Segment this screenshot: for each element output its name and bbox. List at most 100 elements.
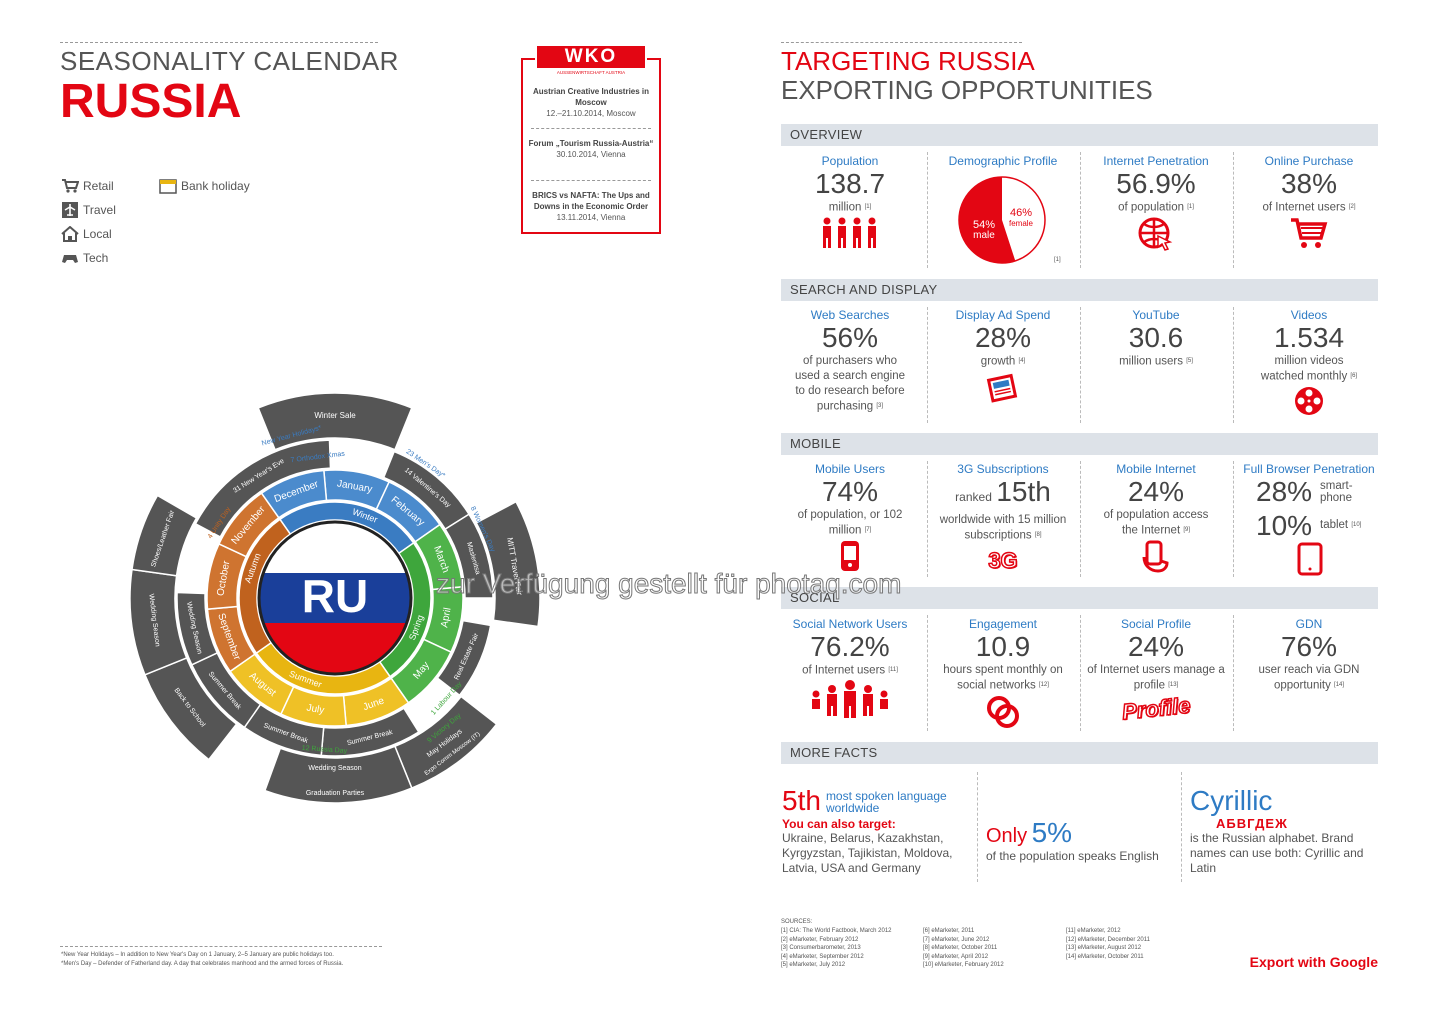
- stat-value: 24%: [1127, 631, 1185, 662]
- stat-web-searches: Web Searches 56% of purchasers who used …: [775, 308, 925, 415]
- stat-sub: worldwide with 15 million subscriptions: [939, 514, 1067, 542]
- legend-item-local: Local: [61, 222, 116, 246]
- stat-ref: [7]: [864, 527, 872, 533]
- profile-icon: Profile: [1120, 691, 1192, 725]
- wko-event-title: Austrian Creative Industries in Moscow: [532, 87, 650, 107]
- fact-target-countries: Ukraine, Belarus, Kazakhstan, Kyrgyzstan…: [782, 831, 953, 875]
- wko-event-date: 30.10.2014, Vienna: [556, 150, 626, 159]
- wko-logo-sub: AUSSENWIRTSCHAFT AUSTRIA: [556, 70, 626, 75]
- stat-label: Engagement: [968, 617, 1038, 631]
- footnote: *Men's Day – Defender of Fatherland day.…: [61, 961, 344, 967]
- section-more-facts: MORE FACTS: [781, 742, 1378, 764]
- legend-label: Retail: [83, 179, 114, 193]
- right-title-line2: EXPORTING OPPORTUNITIES: [781, 75, 1153, 105]
- stat-sub: of Internet users manage a profile: [1087, 664, 1225, 692]
- stat-sub: million: [828, 201, 862, 214]
- section-mobile: MOBILE: [781, 433, 1378, 455]
- source-item: [3] Consumerbarometer, 2013: [781, 945, 861, 951]
- stat-social-profile: Social Profile 24% of Internet users man…: [1081, 617, 1231, 725]
- event-label-russia-day: 12 Russia Day: [301, 745, 347, 755]
- stat-value: 74%: [821, 476, 879, 507]
- tablet-icon: [1297, 542, 1323, 576]
- fact-cyrillic: Cyrillic АБВГДЕЖ is the Russian alphabet…: [1190, 786, 1380, 876]
- stat-value: 15th: [996, 476, 1051, 507]
- source-item: [1] CIA: The World Factbook, March 2012: [781, 928, 892, 934]
- stat-label: Full Browser Penetration: [1243, 462, 1375, 476]
- wko-divider: [531, 128, 651, 129]
- stat-sub: user reach via GDN opportunity: [1258, 664, 1360, 692]
- divider: [1233, 152, 1234, 268]
- section-social: SOCIAL: [781, 587, 1378, 609]
- divider: [1080, 461, 1081, 577]
- stat-value: 10.9: [975, 631, 1031, 662]
- mobile-phone-icon: [841, 540, 859, 571]
- divider: [1181, 772, 1182, 882]
- wko-logo: WKO: [537, 46, 645, 68]
- footnote-rule: [60, 946, 382, 947]
- stat-sub: of Internet users: [802, 664, 886, 677]
- stat-value: 1.534: [1273, 322, 1345, 353]
- stat-sub: of population access the Internet: [1103, 509, 1209, 537]
- legend-label: Travel: [83, 203, 116, 217]
- stat-sub: of population: [1118, 201, 1184, 214]
- stat-label: GDN: [1295, 617, 1323, 631]
- stat-youtube: YouTube 30.6 million users [5]: [1081, 308, 1231, 370]
- export-with-google-link[interactable]: Export with Google: [1249, 954, 1378, 970]
- section-search-display: SEARCH AND DISPLAY: [781, 279, 1378, 301]
- event-label-winter-sale: Winter Sale: [314, 411, 356, 420]
- wko-event-2: Forum „Tourism Russia-Austria“ 30.10.201…: [527, 138, 655, 160]
- film-reel-icon: [1295, 386, 1323, 415]
- gamepad-icon: [62, 255, 78, 263]
- stat-label: Videos: [1290, 308, 1328, 322]
- left-title-line1: SEASONALITY CALENDAR: [60, 46, 399, 76]
- legend-item-bank-holiday: Bank holiday: [159, 174, 250, 198]
- stat-population: Population 138.7 million [1]: [775, 154, 925, 255]
- divider: [1233, 307, 1234, 423]
- stat-sub: of Internet users: [1262, 201, 1346, 214]
- stat-sub-smartphone: smart-phone: [1320, 480, 1353, 504]
- legend-label: Local: [83, 227, 112, 241]
- flag-border: [257, 520, 413, 676]
- stat-value: 28%: [974, 322, 1032, 353]
- source-item: [6] eMarketer, 2011: [923, 928, 975, 934]
- stat-value: 138.7: [814, 168, 886, 199]
- female-label: female: [1009, 219, 1034, 228]
- stat-value: 56.9%: [1116, 168, 1196, 199]
- fact-fifth-sub: most spoken language worldwide: [825, 789, 947, 815]
- divider: [927, 152, 928, 268]
- stat-full-browser: Full Browser Penetration 28% smart-phone…: [1234, 462, 1384, 576]
- watermark: zur Verfügung gestellt für photaq.com: [435, 568, 902, 600]
- event-ring-maslenitsa: [444, 513, 494, 599]
- stat-ref: [3]: [876, 403, 884, 409]
- source-item: [14] eMarketer, October 2011: [1066, 953, 1144, 960]
- cart-icon: [62, 179, 79, 193]
- cart-icon: [1291, 217, 1328, 248]
- wko-box-corner-left: [521, 58, 535, 60]
- stat-value: 30.6: [1128, 322, 1184, 353]
- 3g-icon: 3G: [988, 547, 1019, 574]
- event-ring-winter-sale: [257, 392, 413, 451]
- stat-value: 56%: [821, 322, 879, 353]
- fact-cyrillic-sub: is the Russian alphabet. Brand names can…: [1190, 831, 1364, 875]
- divider: [927, 461, 928, 577]
- stat-value: 24%: [1127, 476, 1185, 507]
- sources-col-1: [1] CIA: The World Factbook, March 2012 …: [781, 927, 921, 970]
- stat-label: Mobile Users: [814, 462, 886, 476]
- sources-col-3: [11] eMarketer, 2012 [12] eMarketer, Dec…: [1066, 927, 1206, 961]
- event-ring-mitt: [475, 500, 541, 628]
- month-segment-december: [260, 469, 328, 519]
- source-item: [5] eMarketer, July 2012: [781, 962, 846, 968]
- event-ring-real-estate: [436, 619, 492, 697]
- stat-ref: [11]: [888, 667, 898, 673]
- fact-only: Only: [986, 825, 1028, 847]
- footnotes: *New Year Holidays – In addition to New …: [61, 951, 391, 969]
- left-title-line2: RUSSIA: [60, 75, 242, 128]
- stat-sub: of purchasers who used a search engine t…: [795, 355, 905, 413]
- stat-ref: [1]: [1187, 204, 1194, 210]
- stat-online-purchase: Online Purchase 38% of Internet users [2…: [1234, 154, 1384, 257]
- event-label-wedding-season-summer: Wedding Season: [308, 765, 361, 772]
- wko-event-title: Forum „Tourism Russia-Austria“: [528, 139, 654, 148]
- event-ring-shoes-fair: [131, 494, 198, 577]
- divider: [1080, 307, 1081, 423]
- people-icon: [823, 217, 876, 248]
